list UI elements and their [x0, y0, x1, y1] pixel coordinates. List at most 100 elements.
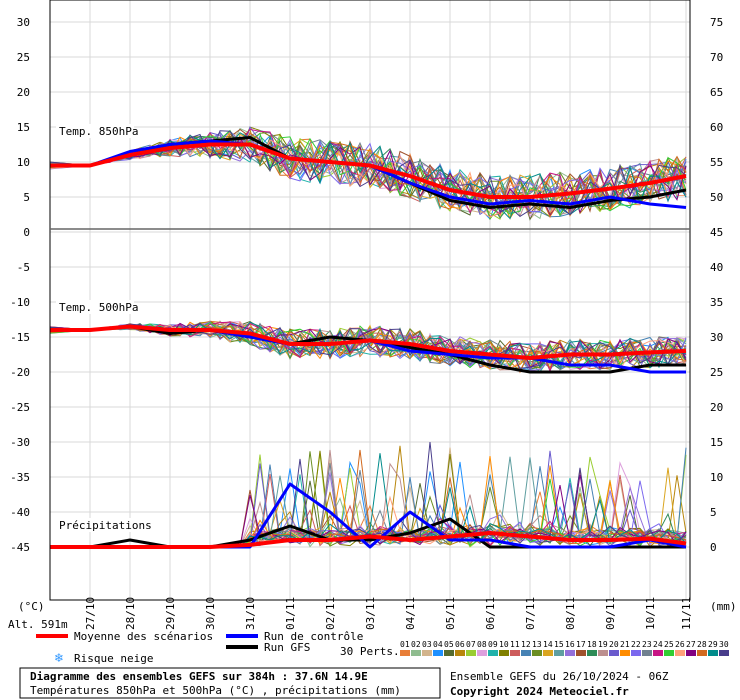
- x-tick-label: 27/10: [84, 597, 97, 630]
- x-tick-label: 04/11: [404, 597, 417, 630]
- left-tick-label: -45: [10, 541, 30, 554]
- x-tick-label: 05/11: [444, 597, 457, 630]
- legend-gfs-label: Run GFS: [264, 641, 310, 654]
- pert-legend-number: 05: [444, 640, 454, 649]
- legend-perts-label: 30 Perts.: [340, 645, 400, 658]
- pert-legend-swatch: [488, 650, 498, 656]
- x-tick-label: 03/11: [364, 597, 377, 630]
- pert-legend-number: 28: [697, 640, 707, 649]
- left-tick-label: -30: [10, 436, 30, 449]
- right-tick-label: 65: [710, 86, 723, 99]
- legend-snow-label: Risque neige: [74, 652, 153, 665]
- pert-legend-swatch: [664, 650, 674, 656]
- legend-control-label: Run de contrôle: [264, 630, 363, 643]
- pert-legend-number: 16: [565, 640, 575, 649]
- pert-legend-number: 13: [532, 640, 542, 649]
- right-tick-label: 0: [710, 541, 717, 554]
- panel-label-850: Temp. 850hPa: [59, 125, 138, 138]
- pert-legend-number: 08: [477, 640, 487, 649]
- left-tick-label: 5: [23, 191, 30, 204]
- pert-legend-swatch: [411, 650, 421, 656]
- plot-frame: [49, 0, 691, 601]
- pert-legend-number: 09: [488, 640, 498, 649]
- left-tick-label: 25: [17, 51, 30, 64]
- pert-legend-swatch: [521, 650, 531, 656]
- label-bg-850: [56, 124, 134, 138]
- chart-title: Diagramme des ensembles GEFS sur 384h : …: [30, 670, 368, 683]
- pert-legend-number: 29: [708, 640, 718, 649]
- x-tick-label: 31/10: [244, 597, 257, 630]
- right-tick-label: 15: [710, 436, 723, 449]
- x-axis: 27/10 28/10 29/10 30/10 31/10 01/11 02/11 03/11…: [84, 597, 693, 630]
- pert-legend-swatch: [686, 650, 696, 656]
- pert-legend-swatch: [499, 650, 509, 656]
- label-bg-precip: [56, 518, 144, 532]
- legend-mean-label: Moyenne des scénarios: [74, 630, 213, 643]
- x-tick-label: 06/11: [484, 597, 497, 630]
- pert-legend-number: 21: [620, 640, 630, 649]
- left-tick-label: -10: [10, 296, 30, 309]
- x-tick-label: 30/10: [204, 597, 217, 630]
- pert-legend-swatch: [477, 650, 487, 656]
- pert-legend-swatch: [697, 650, 707, 656]
- right-tick-label: 50: [710, 191, 723, 204]
- right-tick-label: 10: [710, 471, 723, 484]
- x-tick-label: 01/11: [284, 597, 297, 630]
- x-tick-label: 29/10: [164, 597, 177, 630]
- pert-legend-number: 18: [587, 640, 597, 649]
- x-tick-label: 08/11: [564, 597, 577, 630]
- copyright: Copyright 2024 Meteociel.fr: [450, 685, 629, 698]
- x-tick-label: 09/11: [604, 597, 617, 630]
- mean-line: [50, 531, 687, 549]
- pert-legend-swatch: [719, 650, 729, 656]
- right-tick-label: 30: [710, 331, 723, 344]
- pert-legend-number: 22: [631, 640, 641, 649]
- pert-legend-swatch: [708, 650, 718, 656]
- pert-legend-number: 25: [664, 640, 674, 649]
- pert-legend-swatch: [543, 650, 553, 656]
- x-tick-label: 28/10: [124, 597, 137, 630]
- label-bg-500: [56, 300, 134, 314]
- main-lines: [50, 136, 687, 549]
- pert-legend-number: 20: [609, 640, 619, 649]
- pert-legend-number: 02: [411, 640, 421, 649]
- pert-legend-swatch: [532, 650, 542, 656]
- right-tick-label: 70: [710, 51, 723, 64]
- pert-legend-swatch: [642, 650, 652, 656]
- left-tick-label: -15: [10, 331, 30, 344]
- left-tick-label: -40: [10, 506, 30, 519]
- x-tick-label: 11/11: [680, 597, 693, 630]
- x-tick-label: 10/11: [644, 597, 657, 630]
- pert-legend-number: 19: [598, 640, 608, 649]
- footer-box: [19, 667, 441, 699]
- pert-legend-number: 27: [686, 640, 696, 649]
- left-tick-label: -25: [10, 401, 30, 414]
- left-tick-label: 0: [23, 226, 30, 239]
- altitude-label: Alt. 591m: [8, 618, 68, 631]
- right-tick-label: 60: [710, 121, 723, 134]
- right-tick-label: 5: [710, 506, 717, 519]
- pert-legend-swatch: [631, 650, 641, 656]
- left-tick-label: 10: [17, 156, 30, 169]
- pert-legend-swatch: [554, 650, 564, 656]
- pert-legend-number: 17: [576, 640, 586, 649]
- right-tick-label: 20: [710, 401, 723, 414]
- pert-legend-number: 30: [719, 640, 729, 649]
- pert-legend-number: 06: [455, 640, 465, 649]
- pert-legend-swatch: [444, 650, 454, 656]
- right-tick-label: 45: [710, 226, 723, 239]
- pert-legend-swatch: [510, 650, 520, 656]
- right-tick-label: 35: [710, 296, 723, 309]
- panel-label-precip: Précipitations: [59, 519, 152, 532]
- pert-legend-swatch: [598, 650, 608, 656]
- pert-legend-swatch: [565, 650, 575, 656]
- pert-legend-number: 15: [554, 640, 564, 649]
- pert-legend-swatch: [587, 650, 597, 656]
- right-tick-label: 75: [710, 16, 723, 29]
- mean-line: [50, 142, 687, 199]
- pert-legend-swatch: [620, 650, 630, 656]
- pert-legend-number: 03: [422, 640, 432, 649]
- pert-legend-number: 10: [499, 640, 509, 649]
